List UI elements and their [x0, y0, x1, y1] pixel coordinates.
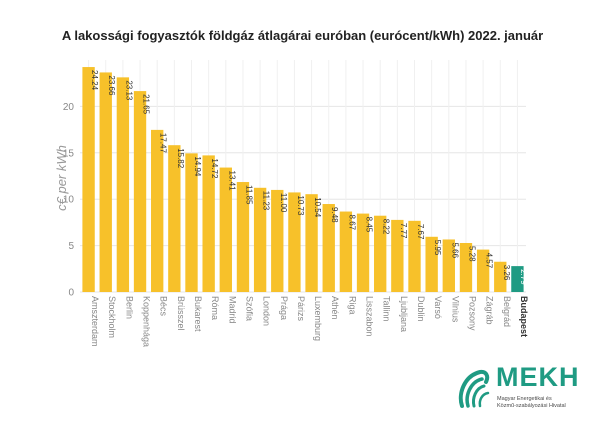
value-label: 5.28: [467, 246, 476, 262]
x-tick-label: Bécs: [159, 296, 169, 317]
bar: [219, 167, 232, 292]
x-tick-label: Belgrád: [502, 296, 512, 327]
y-tick-label: 10: [63, 195, 75, 206]
bar: [442, 239, 455, 292]
value-label: 7.67: [416, 224, 425, 240]
bars: [82, 67, 524, 293]
value-label: 23.13: [124, 80, 133, 101]
value-label: 11.00: [279, 193, 288, 213]
bar: [168, 145, 181, 292]
x-tick-label: Stockholm: [107, 296, 117, 338]
y-tick-labels: 0 5 10 15 20: [63, 102, 75, 299]
y-tick-label: 15: [63, 148, 75, 159]
x-tick-label: London: [262, 296, 272, 326]
value-label: 11.85: [244, 185, 253, 205]
x-tick-labels: Amszterdam Stockholm Berlin Koppenhága Bécs B…: [90, 296, 529, 347]
mekh-logo: MEKH Magyar Energetikai és Közmű-szabály…: [456, 362, 596, 416]
bar: [356, 213, 370, 292]
value-label: 21.65: [142, 94, 151, 115]
value-label: 14.72: [210, 158, 219, 179]
x-tick-label: Ljubljana: [399, 296, 409, 332]
y-tick-label: 20: [63, 102, 75, 113]
value-label: 15.82: [176, 148, 185, 169]
x-tick-label: Prága: [279, 296, 289, 320]
x-tick-label: Budapest: [519, 296, 529, 337]
bar: [116, 77, 130, 292]
bar: [459, 243, 473, 292]
x-tick-label: Róma: [210, 296, 220, 320]
value-label: 2.79: [519, 269, 528, 285]
x-tick-label: Berlin: [124, 296, 134, 319]
value-label: 7.77: [399, 223, 408, 239]
bar: [253, 187, 267, 292]
value-label: 8.45: [365, 217, 374, 233]
bar: [202, 155, 215, 292]
x-tick-label: Bukarest: [193, 296, 203, 332]
value-label: 24.24: [90, 70, 99, 91]
x-tick-label: Tallinn: [382, 296, 392, 322]
bar: [236, 182, 250, 292]
x-tick-label: Vilnius: [450, 296, 460, 323]
bar: [511, 266, 524, 292]
x-tick-label: Luxemburg: [313, 296, 323, 341]
x-tick-label: Riga: [347, 296, 357, 315]
value-label: 10.73: [296, 195, 305, 216]
bar: [82, 67, 95, 293]
bar: [374, 215, 387, 292]
bar: [151, 129, 164, 292]
x-tick-label: Varsó: [433, 296, 443, 319]
y-tick-label: 0: [68, 288, 74, 299]
bar: [322, 204, 335, 292]
chart-title: A lakossági fogyasztók földgáz átlagárai…: [61, 28, 544, 43]
bar: [271, 189, 284, 292]
value-label: 5.66: [450, 242, 459, 258]
logo-subtitle-line2: Közmű-szabályozási Hivatal: [497, 403, 566, 409]
x-tick-label: Amszterdam: [90, 296, 100, 347]
value-label: 10.54: [313, 197, 322, 218]
x-tick-label: Dublin: [416, 296, 426, 322]
bar: [185, 153, 198, 292]
bar: [494, 261, 507, 292]
mekh-logo-icon: [458, 369, 490, 408]
bar: [305, 194, 318, 292]
value-label: 11.23: [262, 191, 271, 211]
logo-subtitle-line1: Magyar Energetikai és: [497, 396, 552, 402]
value-label: 5.95: [433, 240, 442, 256]
value-label: 23.66: [107, 75, 116, 96]
bar: [133, 91, 147, 292]
y-tick-label: 5: [68, 241, 74, 252]
bar: [476, 249, 490, 292]
x-tick-label: Párizs: [296, 296, 306, 322]
bar: [288, 192, 301, 292]
y-axis-label: c€ per kWh: [54, 145, 69, 211]
x-tick-label: Athén: [330, 296, 340, 320]
bar: [391, 219, 404, 292]
value-labels: 24.24 23.66 23.13 21.65 17.47 15.82 14.94 14.72…: [90, 70, 528, 285]
logo-name: MEKH: [496, 362, 580, 392]
x-tick-label: Zágráb: [485, 296, 495, 325]
value-label: 14.94: [193, 156, 202, 177]
x-tick-label: Pozsony: [467, 296, 477, 331]
bar: [425, 236, 438, 292]
bar: [408, 220, 421, 292]
bar: [339, 211, 353, 292]
value-label: 8.22: [382, 219, 391, 235]
x-tick-label: Koppenhága: [142, 296, 152, 347]
value-label: 9.48: [330, 207, 339, 223]
bar: [99, 72, 112, 292]
value-label: 17.47: [159, 133, 168, 154]
x-tick-label: Brüsszel: [176, 296, 186, 331]
x-tick-label: Szófia: [244, 296, 254, 321]
x-tick-label: Madrid: [227, 296, 237, 324]
x-tick-label: Lisszabon: [365, 296, 375, 337]
value-label: 3.26: [502, 265, 511, 281]
value-label: 4.57: [485, 253, 494, 269]
value-label: 8.67: [347, 215, 356, 231]
value-label: 13.41: [227, 171, 236, 192]
